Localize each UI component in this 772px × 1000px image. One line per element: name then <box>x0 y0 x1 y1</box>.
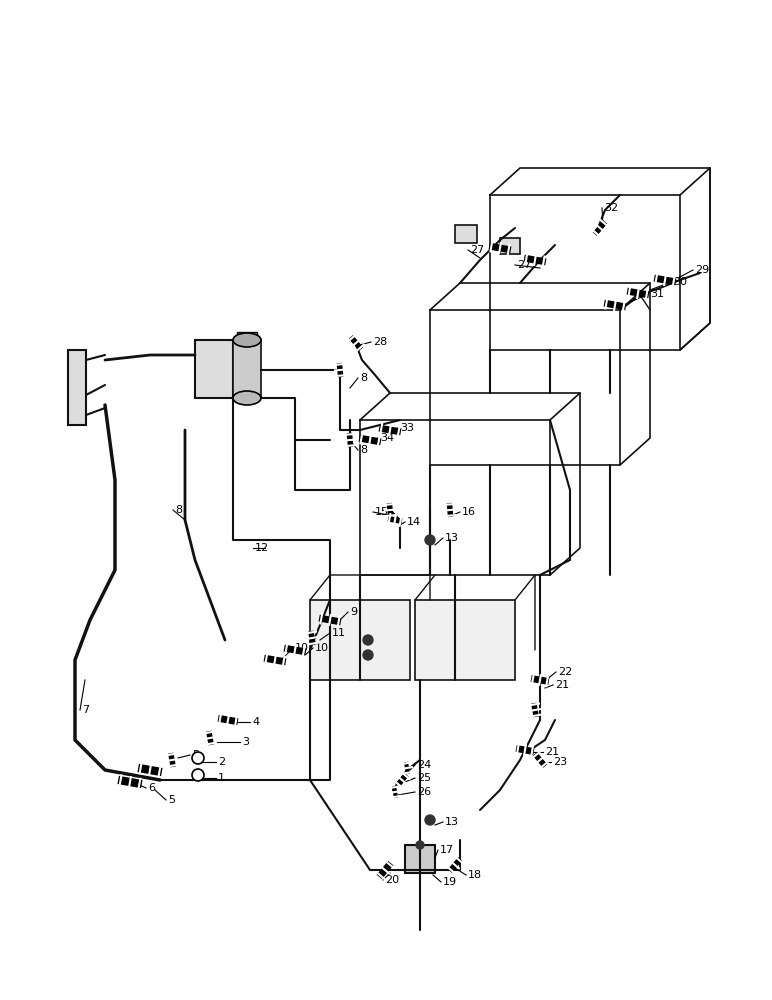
Text: 7: 7 <box>82 705 89 715</box>
Bar <box>68 350 86 425</box>
Text: 15: 15 <box>375 507 389 517</box>
Text: 14: 14 <box>407 517 421 527</box>
Text: 19: 19 <box>443 877 457 887</box>
Text: 12: 12 <box>255 543 269 553</box>
Text: 18: 18 <box>468 870 482 880</box>
Bar <box>237 332 257 342</box>
Circle shape <box>363 650 373 660</box>
Text: 9: 9 <box>350 607 357 617</box>
Circle shape <box>425 815 435 825</box>
Text: 10: 10 <box>315 643 329 653</box>
Text: 16: 16 <box>462 507 476 517</box>
Bar <box>195 340 233 398</box>
Bar <box>455 225 477 243</box>
Ellipse shape <box>233 391 261 405</box>
Text: 2: 2 <box>218 757 225 767</box>
Text: 5: 5 <box>168 795 175 805</box>
Circle shape <box>416 841 424 849</box>
Text: 29: 29 <box>695 265 709 275</box>
Bar <box>415 600 515 680</box>
Circle shape <box>363 635 373 645</box>
Text: 21: 21 <box>555 680 569 690</box>
Text: 21: 21 <box>545 747 559 757</box>
Bar <box>310 600 410 680</box>
Text: 27: 27 <box>517 260 531 270</box>
Text: 1: 1 <box>218 773 225 783</box>
Bar <box>233 340 261 398</box>
Text: 30: 30 <box>673 277 687 287</box>
Text: 13: 13 <box>445 533 459 543</box>
Ellipse shape <box>233 333 261 347</box>
Text: 27: 27 <box>470 245 484 255</box>
Text: 4: 4 <box>252 717 259 727</box>
Bar <box>500 238 520 254</box>
Text: 8: 8 <box>360 373 367 383</box>
Circle shape <box>192 769 204 781</box>
Text: 26: 26 <box>417 787 431 797</box>
Text: 33: 33 <box>400 423 414 433</box>
Text: 25: 25 <box>417 773 431 783</box>
Text: 32: 32 <box>604 203 618 213</box>
Text: 28: 28 <box>373 337 388 347</box>
Text: 23: 23 <box>553 757 567 767</box>
Bar <box>405 845 435 873</box>
Text: 34: 34 <box>380 433 394 443</box>
Text: 8: 8 <box>175 505 182 515</box>
Text: 17: 17 <box>440 845 454 855</box>
Text: 20: 20 <box>385 875 399 885</box>
Circle shape <box>192 752 204 764</box>
Circle shape <box>425 535 435 545</box>
Text: 10: 10 <box>295 643 309 653</box>
Text: 22: 22 <box>558 667 572 677</box>
Text: 8: 8 <box>360 445 367 455</box>
Text: 13: 13 <box>445 817 459 827</box>
Text: 3: 3 <box>242 737 249 747</box>
Text: 24: 24 <box>417 760 432 770</box>
Text: 31: 31 <box>650 289 664 299</box>
Text: 6: 6 <box>148 783 155 793</box>
Text: 5: 5 <box>192 750 199 760</box>
Text: 11: 11 <box>332 628 346 638</box>
